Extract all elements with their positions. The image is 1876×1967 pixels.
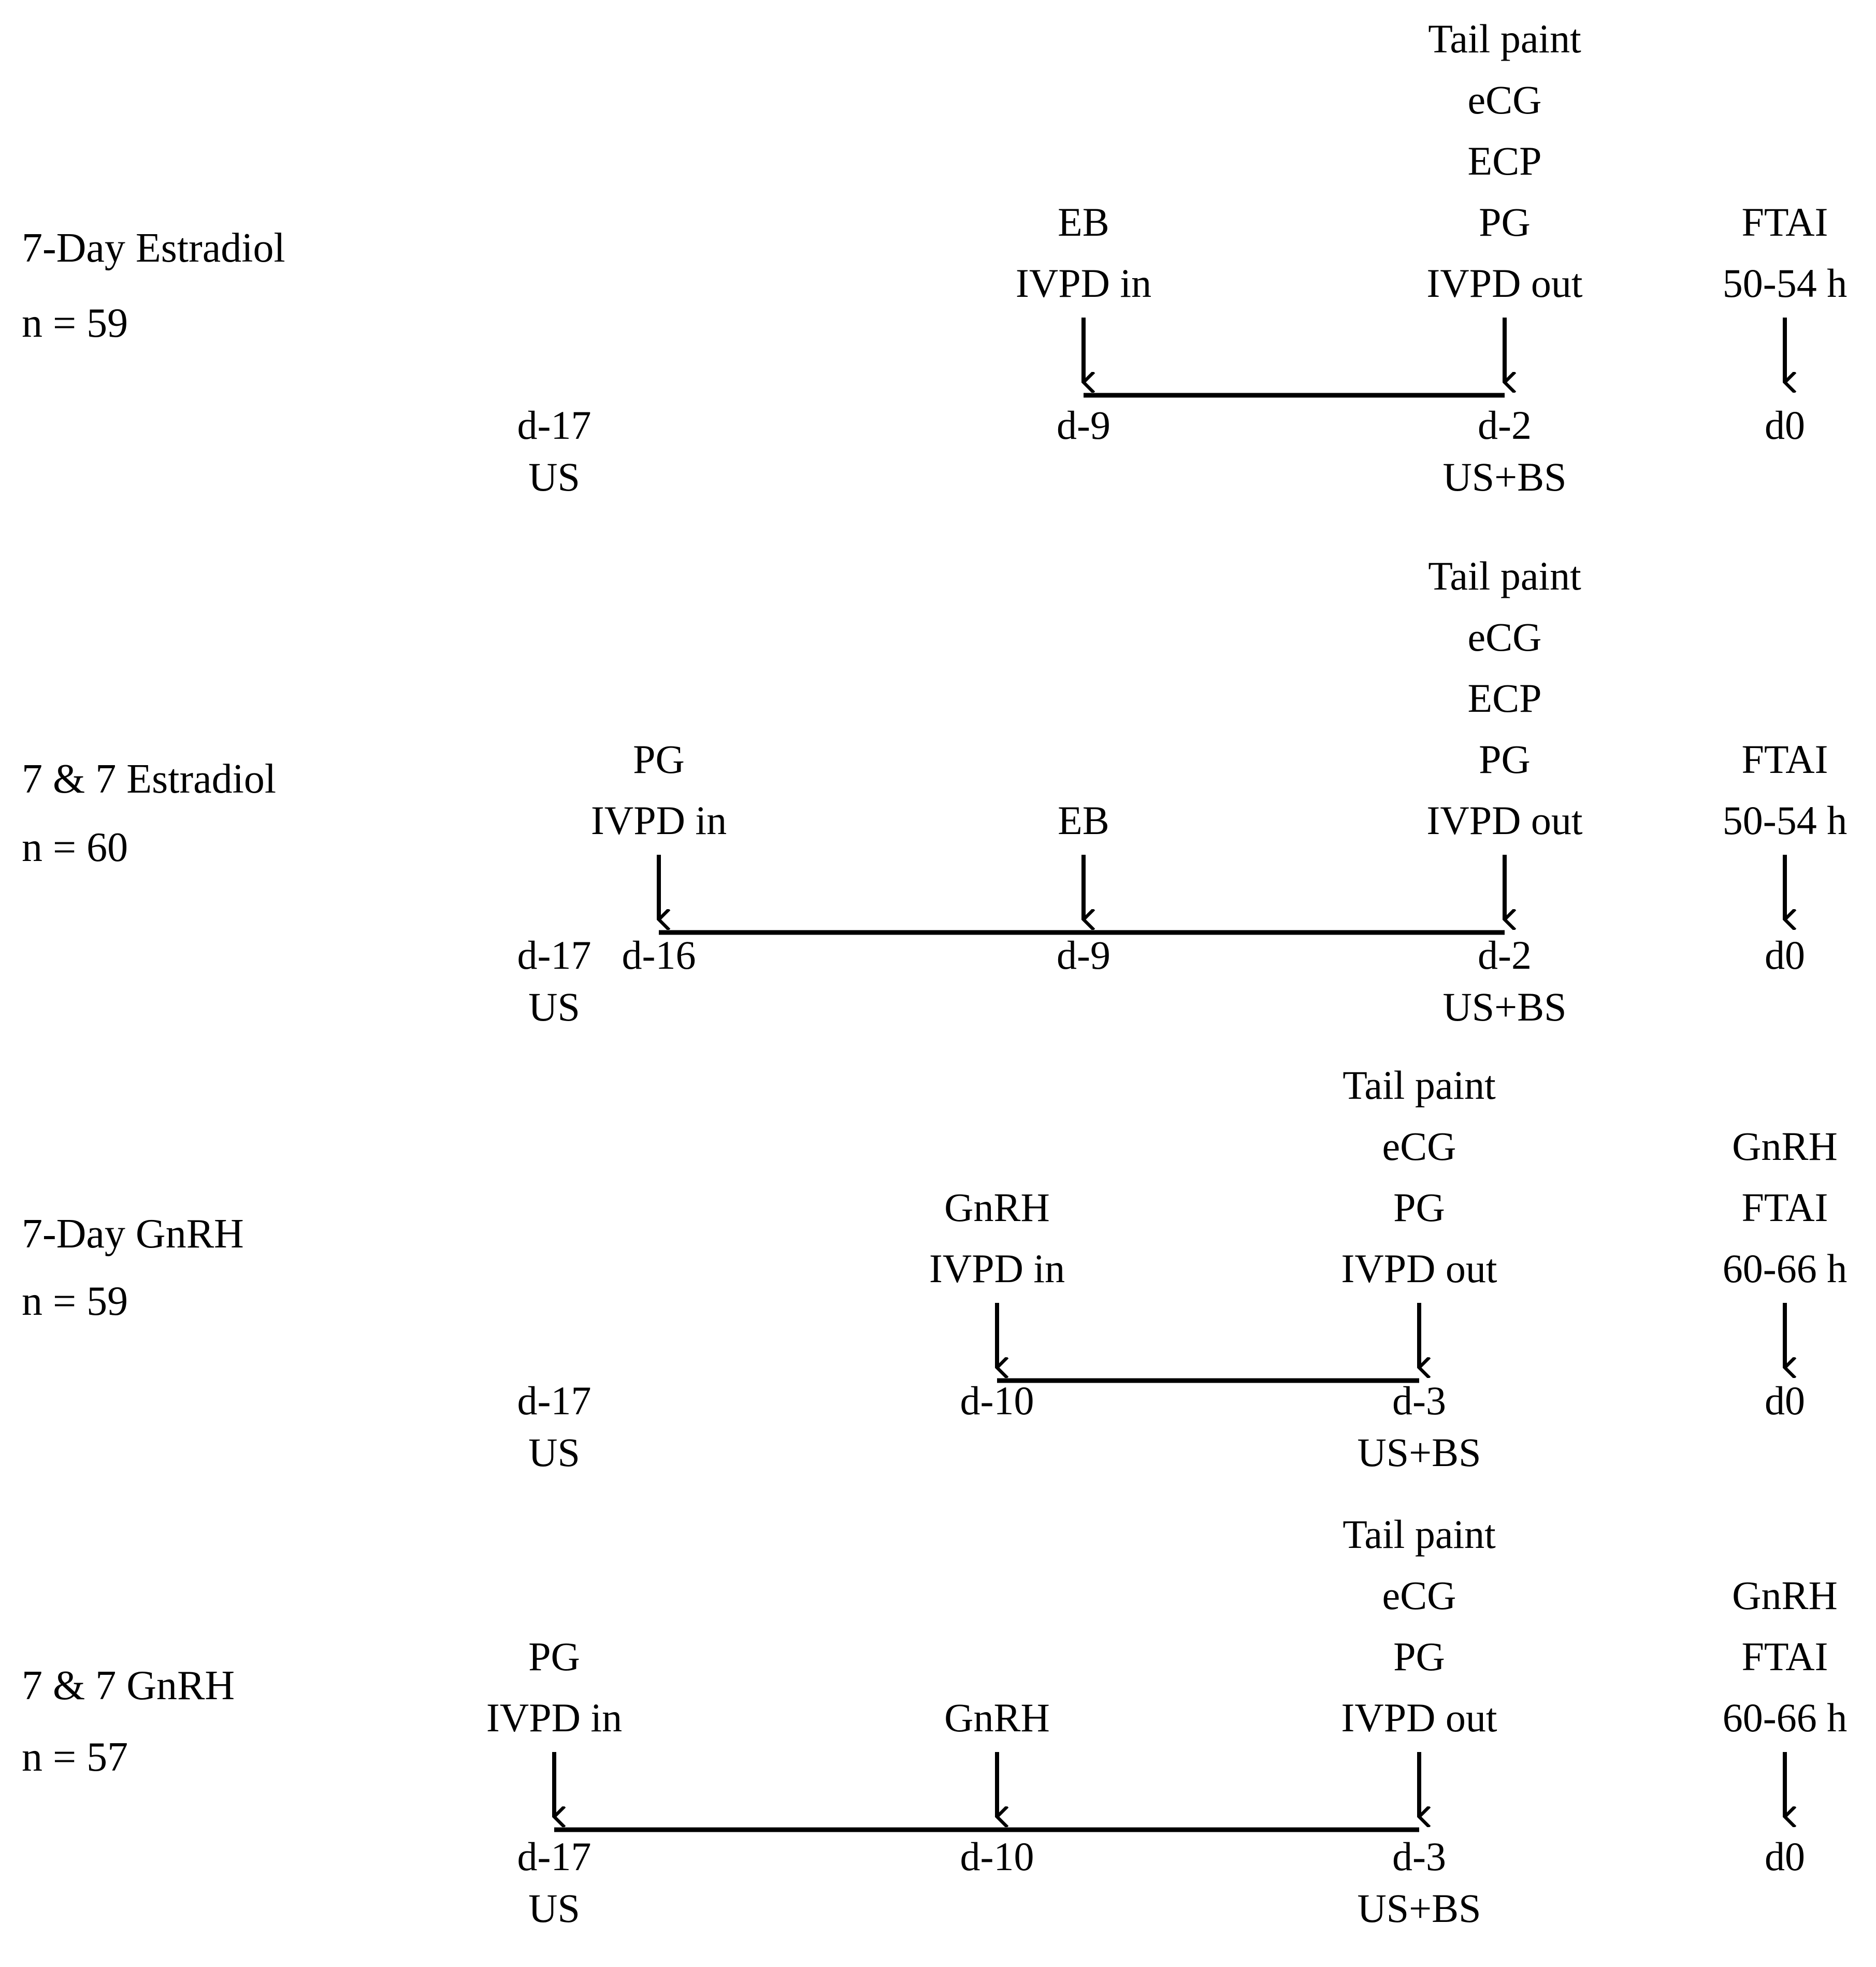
day-label: d0: [1765, 932, 1805, 978]
event-label: IVPD in: [486, 1695, 622, 1740]
event-label: IVPD out: [1426, 261, 1583, 306]
event-label: FTAI: [1741, 1185, 1828, 1230]
procedure-label: US+BS: [1357, 1430, 1481, 1475]
day-label: d-2: [1478, 403, 1532, 448]
day-label: d-10: [960, 1378, 1034, 1423]
event-label: 50-54 h: [1723, 261, 1847, 306]
protocol-n: n = 59: [22, 300, 128, 346]
event-label: GnRH: [1732, 1573, 1838, 1618]
event-label: GnRH: [944, 1695, 1050, 1740]
event-label: PG: [633, 737, 685, 782]
event-label: IVPD in: [591, 798, 727, 843]
event-label: EB: [1058, 199, 1109, 245]
procedure-label: US+BS: [1357, 1886, 1481, 1931]
event-label: 60-66 h: [1723, 1246, 1847, 1291]
event-label: GnRH: [944, 1185, 1050, 1230]
event-label: IVPD out: [1341, 1246, 1497, 1291]
event-label: ECP: [1467, 676, 1541, 721]
event-label: eCG: [1382, 1573, 1456, 1618]
event-label: IVPD in: [929, 1246, 1065, 1291]
event-label: FTAI: [1741, 199, 1828, 245]
day-label: d-3: [1392, 1834, 1446, 1879]
protocol-n: n = 60: [22, 825, 128, 870]
day-label: d-16: [622, 932, 696, 978]
protocol-name: 7 & 7 GnRH: [22, 1663, 235, 1708]
procedure-label: US: [528, 1430, 580, 1475]
day-label: d-9: [1057, 932, 1110, 978]
protocol-name: 7-Day GnRH: [22, 1211, 244, 1257]
procedure-label: US: [528, 984, 580, 1029]
procedure-label: US+BS: [1442, 984, 1566, 1029]
day-label: d0: [1765, 1834, 1805, 1879]
event-label: 50-54 h: [1723, 798, 1847, 843]
event-label: eCG: [1468, 614, 1542, 659]
event-label: eCG: [1382, 1124, 1456, 1169]
protocol-n: n = 57: [22, 1734, 128, 1780]
day-label: d-17: [517, 1834, 591, 1879]
event-label: GnRH: [1732, 1124, 1838, 1169]
event-label: IVPD in: [1016, 261, 1151, 306]
day-label: d-17: [517, 932, 591, 978]
procedure-label: US: [528, 1886, 580, 1931]
event-label: Tail paint: [1428, 16, 1581, 61]
event-label: ECP: [1467, 138, 1541, 183]
day-label: d-17: [517, 1378, 591, 1423]
event-label: PG: [1393, 1634, 1445, 1679]
day-label: d-9: [1057, 403, 1110, 448]
event-label: FTAI: [1741, 737, 1828, 782]
day-label: d0: [1765, 403, 1805, 448]
event-label: PG: [1479, 737, 1531, 782]
event-label: FTAI: [1741, 1634, 1828, 1679]
event-label: Tail paint: [1428, 553, 1581, 598]
event-label: eCG: [1468, 77, 1542, 122]
event-label: EB: [1058, 798, 1109, 843]
event-label: Tail paint: [1343, 1512, 1496, 1557]
day-label: d0: [1765, 1378, 1805, 1423]
protocol-name: 7 & 7 Estradiol: [22, 756, 276, 802]
day-label: d-17: [517, 403, 591, 448]
day-label: d-2: [1478, 932, 1532, 978]
event-label: IVPD out: [1426, 798, 1583, 843]
event-label: IVPD out: [1341, 1695, 1497, 1740]
event-label: PG: [1393, 1185, 1445, 1230]
protocol-name: 7-Day Estradiol: [22, 225, 285, 271]
day-label: d-3: [1392, 1378, 1446, 1423]
procedure-label: US+BS: [1442, 454, 1566, 499]
event-label: Tail paint: [1343, 1063, 1496, 1108]
procedure-label: US: [528, 454, 580, 499]
event-label: 60-66 h: [1723, 1695, 1847, 1740]
protocol-n: n = 59: [22, 1279, 128, 1324]
day-label: d-10: [960, 1834, 1034, 1879]
event-label: PG: [1479, 199, 1531, 245]
event-label: PG: [528, 1634, 580, 1679]
